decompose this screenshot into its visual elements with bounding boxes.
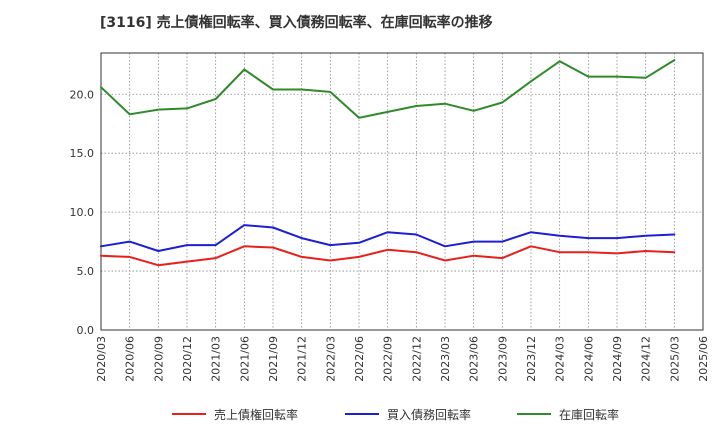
x-tick-label: 2023/03 xyxy=(439,336,452,382)
x-tick-label: 2022/09 xyxy=(382,336,395,382)
legend-label-3: 在庫回転率 xyxy=(559,407,619,422)
x-tick-label: 2020/06 xyxy=(124,336,137,382)
y-tick-label: 0.0 xyxy=(77,324,95,337)
x-tick-label: 2024/03 xyxy=(554,336,567,382)
x-tick-label: 2020/03 xyxy=(95,336,108,382)
series-line-2 xyxy=(100,224,676,252)
x-tick-label: 2022/06 xyxy=(353,336,366,382)
x-tick-label: 2022/03 xyxy=(324,336,337,382)
legend: 売上債権回転率 買入債務回転率 在庫回転率 xyxy=(172,407,619,422)
x-tick-label: 2021/09 xyxy=(267,336,280,382)
x-tick-label: 2021/03 xyxy=(210,336,223,382)
x-tick-label: 2025/03 xyxy=(668,336,681,382)
plot-area xyxy=(101,53,703,330)
x-tick-label: 2020/09 xyxy=(152,336,165,382)
x-tick-label: 2021/12 xyxy=(296,336,309,382)
x-tick-label: 2023/12 xyxy=(525,336,538,382)
x-tick-label: 2024/12 xyxy=(640,336,653,382)
x-tick-label: 2022/12 xyxy=(410,336,423,382)
x-tick-label: 2024/09 xyxy=(611,336,624,382)
y-tick-label: 5.0 xyxy=(77,265,95,278)
x-tick-label: 2023/06 xyxy=(468,336,481,382)
legend-label-1: 売上債権回転率 xyxy=(214,407,298,422)
series-line-1 xyxy=(100,245,676,267)
y-tick-label: 20.0 xyxy=(70,88,95,101)
x-tick-label: 2025/06 xyxy=(697,336,710,382)
x-tick-label: 2021/06 xyxy=(238,336,251,382)
axis-layer: 2020/03 2020/06 2020/09 2020/12 2021/03 2021/… xyxy=(70,52,710,382)
x-tick-label: 2024/06 xyxy=(582,336,595,382)
plot-frame xyxy=(100,52,704,331)
x-tick-label: 2023/09 xyxy=(496,336,509,382)
series-line-3 xyxy=(100,59,676,119)
grid-layer xyxy=(100,53,704,330)
legend-label-2: 買入債務回転率 xyxy=(387,407,471,422)
y-tick-label: 10.0 xyxy=(70,206,95,219)
y-tick-label: 15.0 xyxy=(70,147,95,160)
chart-title: [3116] 売上債権回転率、買入債務回転率、在庫回転率の推移 xyxy=(100,15,493,31)
series-layer xyxy=(100,59,676,267)
x-tick-label: 2020/12 xyxy=(181,336,194,382)
